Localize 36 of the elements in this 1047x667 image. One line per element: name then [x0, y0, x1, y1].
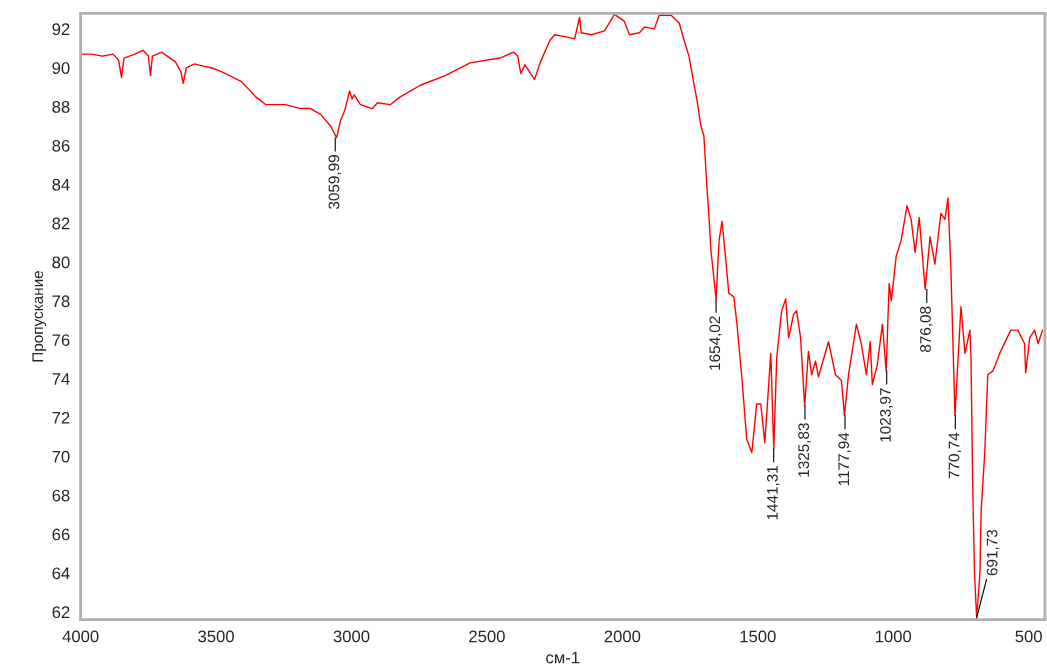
annotation: 770,74: [948, 432, 962, 479]
x-tick-label: 2000: [604, 630, 641, 643]
y-tick-label: 68: [52, 489, 70, 502]
y-tick-label: 92: [52, 23, 70, 36]
y-tick-label: 70: [52, 450, 70, 463]
x-tick-label: 4000: [62, 630, 99, 643]
x-tick-label: 2500: [469, 630, 505, 643]
annotation: 1177,94: [838, 432, 851, 486]
y-tick-label: 84: [52, 178, 70, 191]
y-tick-label: 64: [52, 567, 70, 580]
annotation: 1325,83: [798, 423, 811, 477]
y-tick-label: 72: [52, 411, 70, 424]
x-tick-label: 500: [1015, 630, 1042, 643]
y-tick-label: 90: [52, 62, 70, 74]
y-tick-label: 74: [52, 373, 70, 385]
x-tick-label: 1500: [740, 630, 776, 643]
annotation: 1654,02: [709, 316, 722, 370]
line-series: [80, 13, 1044, 619]
annotation: 1441,31: [766, 466, 780, 520]
y-tick-label: 80: [52, 256, 70, 269]
y-tick-label: 62: [52, 606, 70, 619]
y-axis-title: Пропускание: [32, 271, 47, 362]
x-tick-label: 3000: [333, 630, 370, 643]
annotation: 876,08: [920, 306, 933, 353]
x-axis-title: см-1: [546, 651, 580, 664]
annotation: 3059,99: [328, 155, 342, 210]
y-tick-label: 76: [52, 334, 70, 347]
annotation: 1023,97: [880, 388, 893, 442]
y-tick-label: 82: [52, 217, 70, 230]
y-tick-label: 66: [52, 528, 70, 541]
x-tick-label: 1000: [875, 630, 912, 643]
y-tick-label: 78: [52, 295, 70, 308]
y-tick-label: 88: [52, 101, 70, 113]
x-tick-label: 3500: [198, 630, 234, 643]
annotation: 691,73: [986, 529, 1000, 576]
y-tick-label: 86: [52, 139, 70, 152]
